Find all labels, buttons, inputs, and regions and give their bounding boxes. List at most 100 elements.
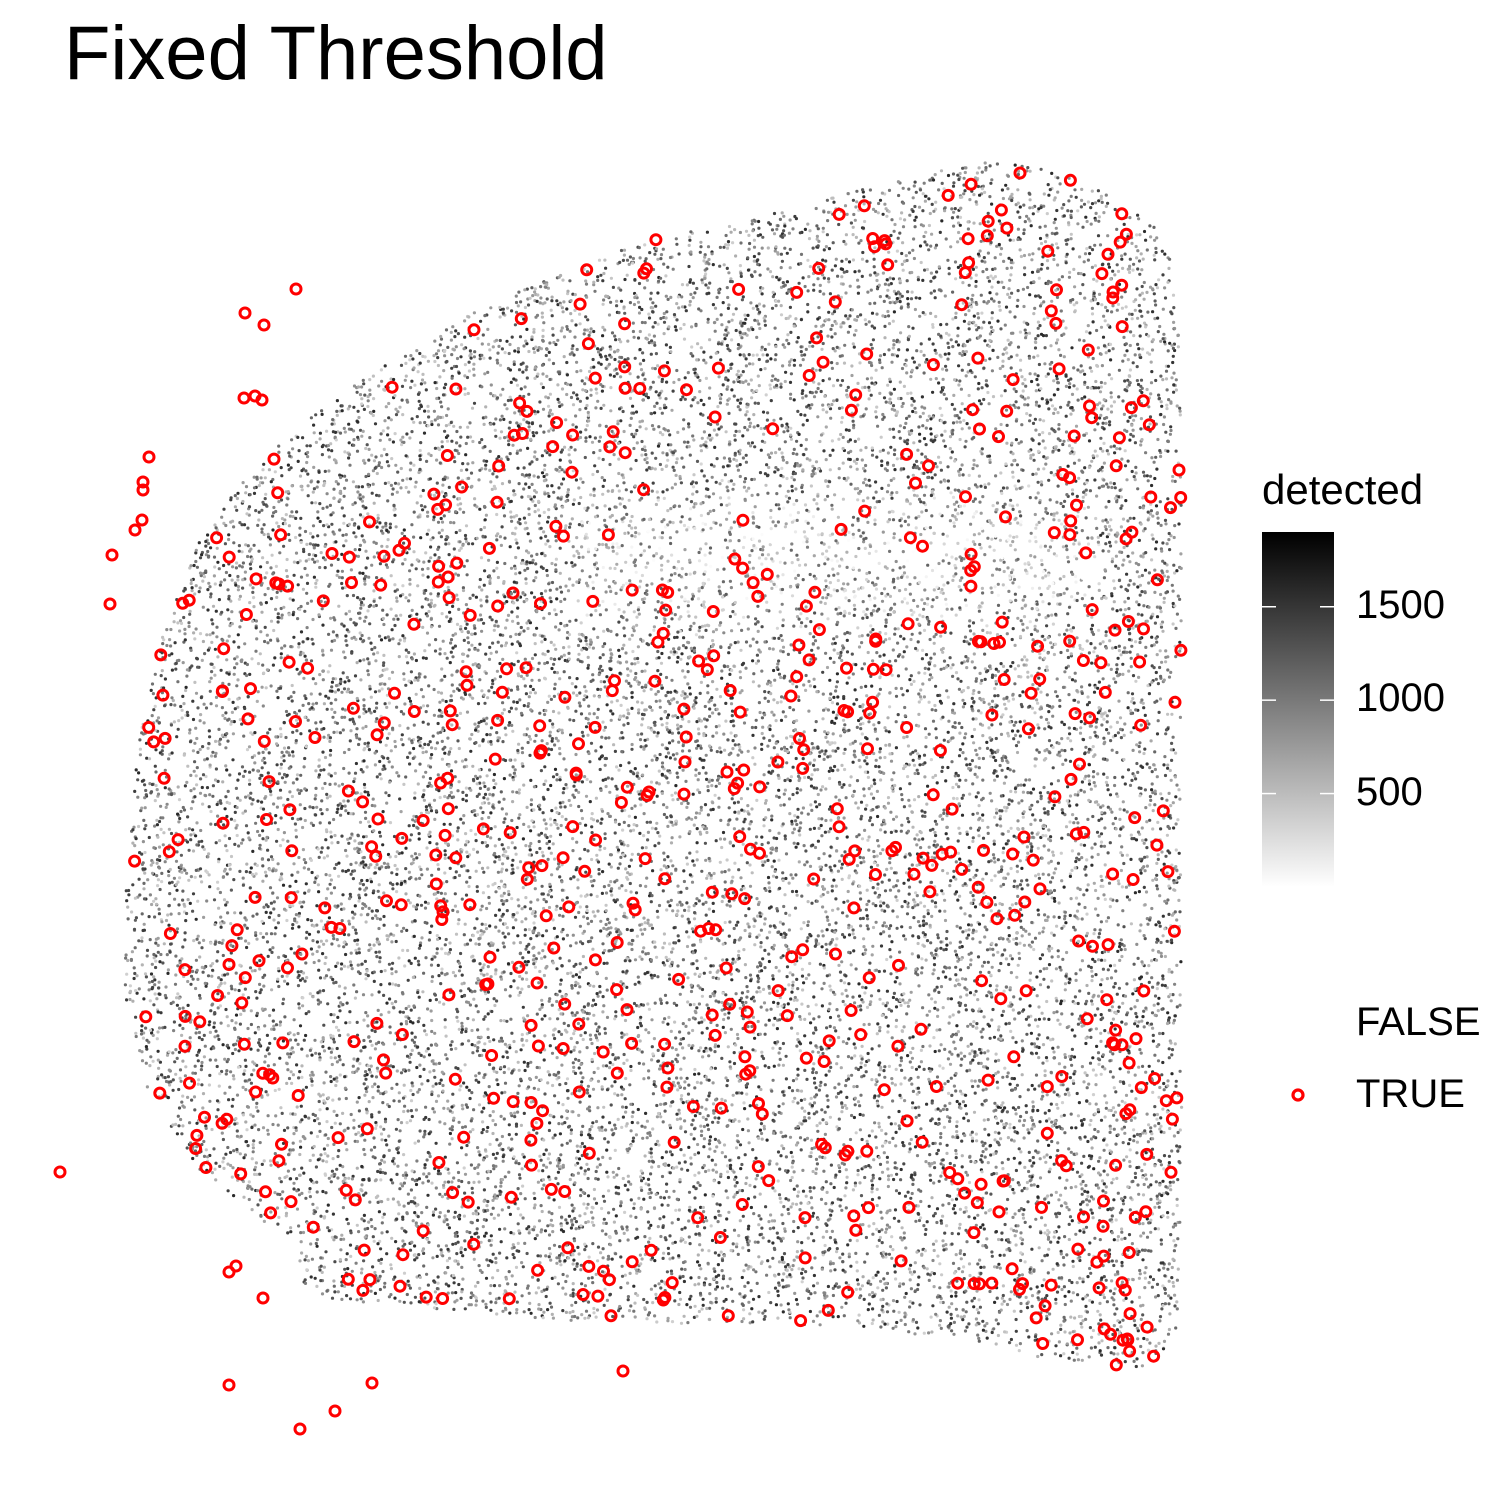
false-point bbox=[700, 994, 705, 998]
false-point bbox=[1031, 813, 1035, 817]
false-point bbox=[1174, 1326, 1178, 1330]
false-point bbox=[1067, 385, 1072, 389]
false-point bbox=[708, 509, 712, 513]
false-point bbox=[746, 989, 750, 994]
false-point bbox=[600, 389, 605, 393]
false-point bbox=[317, 1122, 321, 1126]
false-point bbox=[819, 600, 823, 604]
false-point bbox=[627, 824, 631, 828]
false-point bbox=[1115, 609, 1119, 613]
false-point bbox=[199, 713, 203, 717]
false-point bbox=[613, 831, 617, 835]
false-point bbox=[712, 428, 717, 432]
false-point bbox=[754, 1270, 758, 1274]
false-point bbox=[707, 1155, 711, 1159]
false-point bbox=[711, 909, 716, 914]
false-point bbox=[671, 1256, 675, 1260]
false-point bbox=[964, 603, 969, 608]
false-point bbox=[479, 806, 483, 810]
false-point bbox=[1099, 840, 1104, 844]
false-point bbox=[738, 1219, 742, 1223]
false-point bbox=[870, 1197, 875, 1202]
false-point bbox=[1033, 346, 1038, 350]
false-point bbox=[753, 762, 757, 766]
false-point bbox=[741, 842, 745, 846]
false-point bbox=[862, 1324, 866, 1328]
false-point bbox=[666, 1316, 670, 1320]
false-point bbox=[190, 1098, 194, 1102]
false-point bbox=[806, 310, 810, 314]
false-point bbox=[1159, 610, 1163, 614]
false-point bbox=[1138, 640, 1142, 645]
false-point bbox=[918, 613, 922, 617]
false-point bbox=[557, 1030, 561, 1034]
false-point bbox=[649, 1151, 653, 1155]
false-point bbox=[964, 1289, 968, 1293]
false-point bbox=[709, 1300, 713, 1304]
false-point bbox=[384, 1138, 388, 1142]
false-point bbox=[1082, 273, 1086, 277]
false-point bbox=[548, 1301, 552, 1305]
false-point bbox=[237, 645, 241, 649]
false-point bbox=[515, 1300, 519, 1304]
false-point bbox=[430, 924, 434, 928]
false-point bbox=[1075, 1346, 1079, 1350]
false-point bbox=[287, 1076, 292, 1081]
false-point bbox=[460, 982, 464, 986]
false-point bbox=[698, 378, 702, 383]
false-point bbox=[263, 497, 267, 501]
false-point bbox=[959, 1249, 963, 1253]
false-point bbox=[999, 732, 1004, 737]
false-point bbox=[1050, 231, 1054, 235]
false-point bbox=[280, 616, 284, 620]
false-point bbox=[542, 1183, 546, 1187]
false-point bbox=[595, 1308, 600, 1312]
false-point bbox=[292, 1167, 296, 1171]
false-point bbox=[815, 1314, 819, 1318]
false-point bbox=[214, 841, 218, 845]
false-point bbox=[725, 517, 729, 521]
false-point bbox=[702, 259, 706, 263]
false-point bbox=[611, 1062, 615, 1067]
false-point bbox=[831, 732, 835, 736]
false-point bbox=[826, 494, 830, 498]
false-point bbox=[1159, 400, 1163, 404]
false-point bbox=[738, 408, 742, 412]
false-point bbox=[155, 861, 159, 865]
false-point bbox=[150, 714, 154, 718]
false-point bbox=[849, 1264, 853, 1268]
false-point bbox=[460, 1021, 464, 1025]
false-point bbox=[495, 475, 499, 479]
false-point bbox=[1102, 1295, 1106, 1300]
false-point bbox=[625, 716, 629, 720]
false-point bbox=[386, 937, 390, 942]
false-point bbox=[871, 628, 875, 632]
false-point bbox=[273, 656, 277, 660]
false-point bbox=[711, 263, 715, 267]
false-point bbox=[945, 368, 949, 372]
false-point bbox=[840, 866, 844, 870]
false-point bbox=[867, 320, 871, 324]
false-point bbox=[809, 1151, 813, 1155]
false-point bbox=[290, 1081, 294, 1085]
false-point bbox=[156, 1058, 160, 1062]
false-point bbox=[443, 1018, 447, 1022]
false-point bbox=[870, 1190, 874, 1194]
false-point bbox=[629, 416, 633, 420]
false-point bbox=[1066, 655, 1070, 660]
false-point bbox=[821, 226, 825, 230]
false-point bbox=[647, 1007, 652, 1011]
false-point bbox=[655, 1103, 659, 1108]
false-point bbox=[215, 625, 219, 629]
false-point bbox=[1049, 782, 1054, 786]
false-point bbox=[310, 1053, 314, 1057]
false-point bbox=[944, 237, 948, 241]
false-point bbox=[783, 246, 787, 250]
false-point bbox=[944, 975, 948, 979]
false-point bbox=[942, 738, 946, 742]
false-point bbox=[1162, 862, 1166, 866]
false-point bbox=[1091, 745, 1095, 749]
false-point bbox=[1132, 516, 1136, 520]
false-point bbox=[1123, 722, 1127, 726]
false-point bbox=[886, 1167, 890, 1171]
